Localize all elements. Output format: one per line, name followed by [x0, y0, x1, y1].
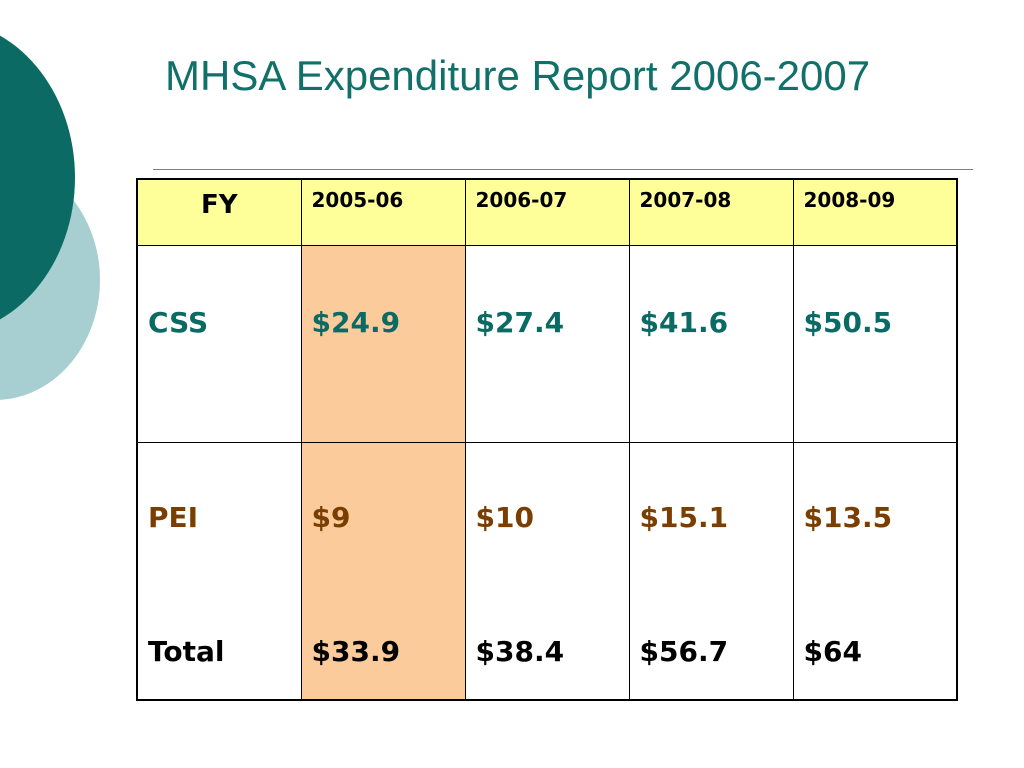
- table-row-pei-total: PEI Total $9 $33.9 $10 $38.4 $15.1 $56.7…: [136, 441, 958, 701]
- css-value-2006-07: $27.4: [464, 244, 630, 443]
- header-year-2005-06: 2005-06: [300, 178, 466, 246]
- row-label-total: Total: [148, 634, 225, 668]
- pei-value-2006-07: $10: [475, 500, 534, 534]
- header-year-2006-07: 2006-07: [464, 178, 630, 246]
- table-header-row: FY 2005-06 2006-07 2007-08 2008-09: [136, 178, 958, 246]
- header-fy-label: FY: [136, 178, 302, 246]
- header-year-2007-08: 2007-08: [628, 178, 794, 246]
- pei-value-2007-08: $15.1: [639, 500, 729, 534]
- expenditure-table: FY 2005-06 2006-07 2007-08 2008-09 CSS $…: [136, 178, 958, 701]
- row-label-cell-pei-total: PEI Total: [136, 441, 302, 701]
- slide-title: MHSA Expenditure Report 2006-2007: [165, 52, 871, 99]
- css-value-2007-08: $41.6: [628, 244, 794, 443]
- row-label-pei: PEI: [148, 500, 199, 534]
- row-label-css: CSS: [136, 244, 302, 443]
- title-divider: [153, 169, 973, 170]
- total-value-2005-06: $33.9: [311, 634, 401, 668]
- css-value-2005-06: $24.9: [300, 244, 466, 443]
- table-row-css: CSS $24.9 $27.4 $41.6 $50.5: [136, 244, 958, 443]
- pei-total-cell-2008-09: $13.5 $64: [792, 441, 958, 701]
- pei-value-2005-06: $9: [311, 500, 351, 534]
- pei-total-cell-2006-07: $10 $38.4: [464, 441, 630, 701]
- total-value-2006-07: $38.4: [475, 634, 565, 668]
- pei-total-cell-2005-06: $9 $33.9: [300, 441, 466, 701]
- css-value-2008-09: $50.5: [792, 244, 958, 443]
- pei-value-2008-09: $13.5: [803, 500, 893, 534]
- total-value-2007-08: $56.7: [639, 634, 729, 668]
- total-value-2008-09: $64: [803, 634, 862, 668]
- pei-total-cell-2007-08: $15.1 $56.7: [628, 441, 794, 701]
- header-year-2008-09: 2008-09: [792, 178, 958, 246]
